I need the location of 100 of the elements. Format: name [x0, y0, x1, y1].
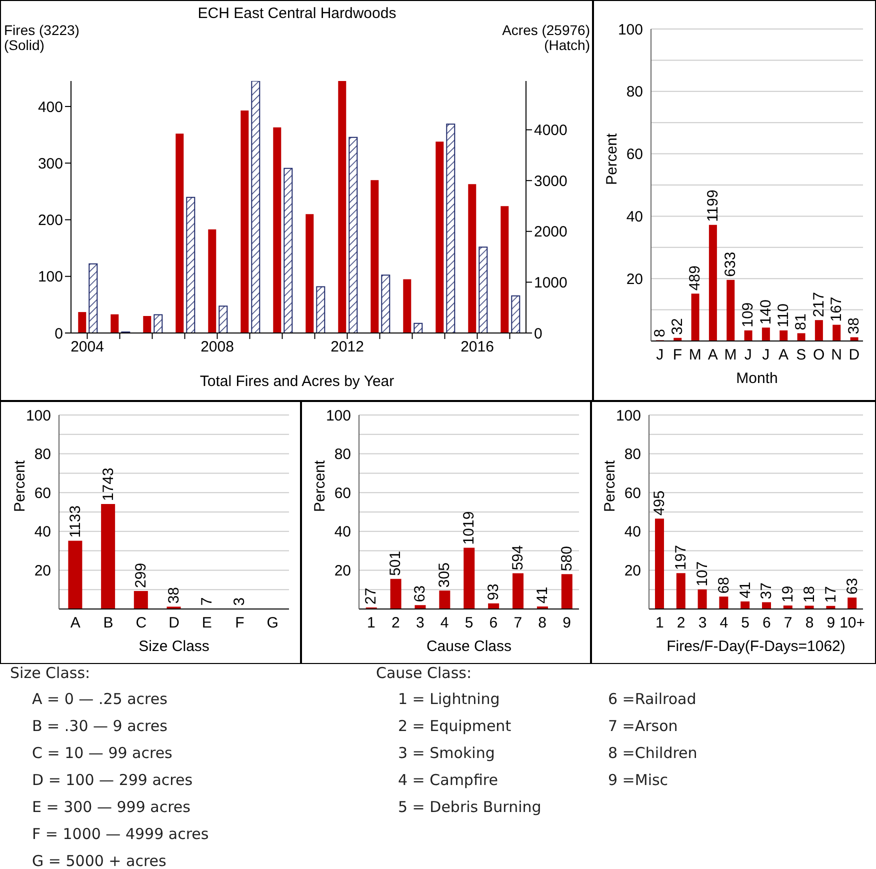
y-tick-label: 80 [34, 446, 51, 464]
text: F = 1000 — 4999 acres [32, 825, 210, 845]
annotation: 1133 [66, 505, 84, 538]
y-tick-label: 40 [334, 524, 351, 541]
annotation: 3 [231, 597, 248, 606]
y-tick-label: 100 [616, 407, 641, 424]
x-tick-label: 5 [464, 614, 474, 632]
x-tick-label: O [812, 346, 825, 364]
y2-tick-label: 3000 [534, 172, 568, 190]
y-tick-label: 200 [38, 212, 63, 230]
annotation: 107 [694, 561, 711, 586]
x-tick-label: 2 [676, 614, 686, 632]
annotation: 1199 [704, 190, 722, 222]
x-axis-title: Cause Class [426, 638, 512, 655]
y-tick-label: 0 [54, 325, 63, 342]
annotation: 81 [792, 314, 810, 330]
x-tick-label: J [656, 346, 664, 364]
text: 1 = Lightning [398, 690, 501, 710]
x-tick-label: A [708, 346, 718, 364]
x-tick-label: S [796, 346, 806, 364]
text: 7 =Arson [608, 717, 679, 737]
x-tick-label: 6 [489, 614, 498, 632]
text: Size Class: [10, 664, 92, 684]
x-tick-label: J [762, 346, 770, 364]
y-tick-label: 40 [626, 208, 643, 226]
annotation: 68 [715, 576, 732, 594]
x-tick-label: M [688, 346, 702, 364]
annotation: 37 [758, 582, 776, 600]
annotation: 299 [132, 562, 150, 588]
y2-tick-label: 0 [534, 325, 542, 342]
x-tick-label: C [136, 614, 147, 632]
y-tick-label: 60 [334, 484, 351, 502]
annotation: 93 [484, 584, 502, 600]
text: 8 =Children [608, 744, 698, 764]
y-axis-title: Percent [11, 459, 28, 512]
x-tick-label: 2008 [200, 338, 234, 356]
y-axis-title: Fires (3223) (Solid) [4, 22, 80, 53]
y-tick-label: 60 [626, 146, 643, 164]
y-tick-label: 100 [618, 21, 643, 38]
x-tick-label: A [778, 346, 789, 364]
y2-axis-title: Acres (25976) (Hatch) [501, 22, 590, 53]
annotation: 633 [722, 252, 739, 277]
y2-tick-label: 2000 [534, 224, 568, 241]
x-tick-label: 2004 [70, 338, 104, 356]
annotation: 197 [672, 545, 690, 570]
annotation: 1743 [100, 468, 117, 502]
x-tick-label: 7 [784, 614, 792, 632]
y-tick-label: 20 [334, 562, 351, 580]
y-axis-title: Percent [601, 459, 618, 512]
x-tick-label: M [724, 346, 737, 364]
annotation: 17 [822, 586, 840, 603]
annotation: 305 [436, 562, 454, 588]
annotation: 38 [846, 318, 863, 334]
text: 2 = Equipment [398, 717, 512, 737]
x-tick-label: F [235, 614, 244, 632]
y-tick-label: 20 [626, 270, 643, 288]
y-tick-label: 300 [38, 155, 63, 172]
annotation: 63 [412, 585, 429, 602]
annotation: 38 [166, 586, 182, 604]
x-tick-label: 9 [562, 614, 571, 632]
annotation: 110 [775, 303, 792, 328]
x-tick-label: 1 [656, 614, 664, 632]
x-tick-label: A [70, 614, 80, 632]
x-tick-label: 8 [805, 614, 814, 632]
x-tick-label: 4 [720, 614, 728, 632]
annotation: 41 [534, 586, 551, 604]
text: G = 5000 + acres [32, 852, 168, 869]
x-tick-label: 10+ [840, 614, 866, 632]
x-tick-label: 3 [698, 614, 707, 632]
x-tick-label: G [266, 614, 278, 632]
y-tick-label: 60 [624, 484, 641, 502]
y-axis-title: Percent [311, 459, 328, 512]
text: A = 0 — .25 acres [32, 690, 168, 710]
annotation: 8 [651, 328, 668, 338]
text: 6 =Railroad [608, 690, 698, 710]
y-tick-label: 100 [38, 268, 63, 286]
annotation: 217 [810, 292, 828, 318]
annotation: 18 [801, 586, 818, 603]
annotation: 140 [757, 300, 774, 325]
x-tick-label: 2012 [330, 338, 364, 356]
x-tick-label: 1 [367, 614, 376, 632]
x-tick-label: N [831, 346, 842, 364]
chart-title: ECH East Central Hardwoods [196, 5, 398, 22]
y2-tick-label: 4000 [534, 122, 568, 140]
y-tick-label: 40 [624, 524, 641, 541]
annotation: 63 [844, 578, 861, 595]
text: C = 10 — 99 acres [32, 744, 174, 764]
x-tick-label: 9 [826, 614, 836, 632]
x-tick-label: 8 [538, 614, 547, 632]
text: 4 = Campfire [398, 771, 499, 791]
y-tick-label: 100 [326, 407, 351, 424]
x-tick-label: D [168, 614, 180, 632]
x-tick-label: 6 [762, 614, 771, 632]
y-axis-title: Percent [603, 132, 620, 185]
annotation: 19 [780, 586, 797, 603]
text: 9 =Misc [608, 771, 670, 791]
x-tick-label: F [672, 346, 682, 364]
y-tick-label: 80 [626, 84, 643, 101]
x-axis-title: Total Fires and Acres by Year [198, 373, 396, 390]
x-tick-label: 3 [416, 614, 424, 632]
